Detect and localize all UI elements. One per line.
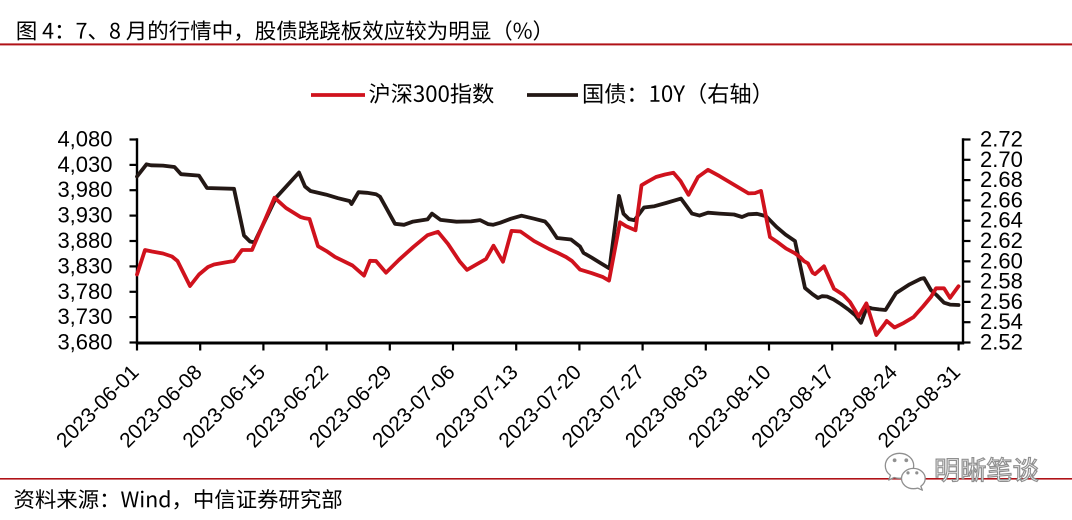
svg-text:3,930: 3,930 — [57, 203, 112, 228]
svg-text:2.72: 2.72 — [980, 127, 1023, 152]
svg-text:2.62: 2.62 — [980, 228, 1023, 253]
svg-text:3,980: 3,980 — [57, 177, 112, 202]
svg-text:2.56: 2.56 — [980, 289, 1023, 314]
svg-text:2.68: 2.68 — [980, 167, 1023, 192]
svg-text:2.52: 2.52 — [980, 330, 1023, 355]
svg-text:2.58: 2.58 — [980, 269, 1023, 294]
svg-text:3,880: 3,880 — [57, 228, 112, 253]
svg-text:3,680: 3,680 — [57, 330, 112, 355]
svg-text:3,830: 3,830 — [57, 253, 112, 278]
svg-text:3,780: 3,780 — [57, 279, 112, 304]
svg-text:2.60: 2.60 — [980, 248, 1023, 273]
svg-text:2.70: 2.70 — [980, 147, 1023, 172]
svg-text:4,080: 4,080 — [57, 127, 112, 152]
svg-text:2.64: 2.64 — [980, 208, 1023, 233]
svg-text:2.54: 2.54 — [980, 309, 1023, 334]
svg-text:2.66: 2.66 — [980, 187, 1023, 212]
svg-text:4,030: 4,030 — [57, 152, 112, 177]
svg-text:3,730: 3,730 — [57, 304, 112, 329]
